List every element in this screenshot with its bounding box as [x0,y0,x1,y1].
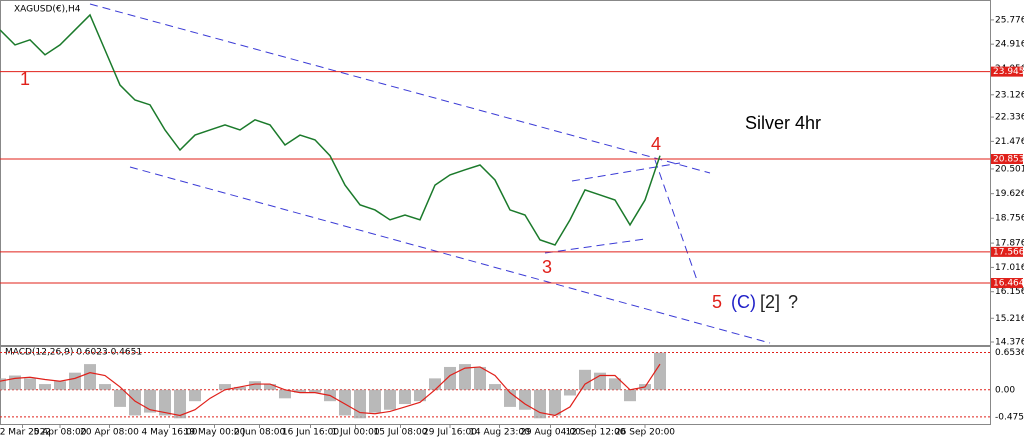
macd-bar [369,389,381,413]
level-label: 23.945 [993,67,1024,77]
level-label: 20.853 [993,154,1024,164]
macd-bar [564,389,576,396]
y-tick-label: 25.776 [995,15,1024,25]
y-tick-label: 24.916 [995,40,1024,50]
macd-tick-label: 0.00 [995,385,1015,395]
macd-bar [24,378,36,390]
macd-bar [174,389,186,419]
macd-bar [624,389,636,402]
x-tick-label: 16 Jun 16:00 [282,428,339,438]
level-tag [991,66,1023,77]
y-tick-label: 18.756 [995,214,1024,224]
level-tag [991,153,1023,164]
macd-bar [534,389,546,419]
macd-bar [114,389,126,407]
macd-bar [519,389,531,410]
y-tick-label: 16.156 [995,287,1024,297]
level-label: 16.464 [993,279,1024,289]
wave-label: 4 [651,134,661,154]
macd-bar [0,378,6,390]
y-tick-label: 22.336 [995,113,1024,123]
x-tick-label: 20 Apr 08:00 [80,428,139,438]
macd-bar [279,389,291,399]
y-tick-label: 17.016 [995,263,1024,273]
y-tick-label: 21.476 [995,137,1024,147]
macd-bar [399,389,411,405]
macd-bar [99,384,111,390]
level-tag [991,278,1023,289]
wave-label: 5 [712,292,722,312]
x-tick-label: 22 Mar 2022 [0,428,51,438]
symbol: XAGUSD(€),H4 [14,5,81,15]
macd-bar [84,364,96,390]
macd-bar [429,378,441,390]
y-tick-label: 23.126 [995,90,1024,100]
y-tick-label: 15.216 [995,314,1024,324]
macd-bar [414,389,426,402]
x-tick-label: 12 Sep 12:00 [565,428,625,438]
x-tick-label: 29 Jul 16:00 [423,428,477,438]
x-tick-label: 19 May 00:00 [184,428,246,438]
macd-bar [69,372,81,390]
macd-bar [294,389,306,393]
price-panel [0,0,991,346]
macd-bar [609,378,621,390]
x-tick-label: 2 Jun 08:00 [234,428,286,438]
level-label: 17.566 [993,247,1024,257]
y-tick-label: 14.376 [995,338,1024,348]
macd-tick-label: -0.475 [995,412,1024,422]
macd-bar [264,384,276,390]
macd-bar [459,364,471,390]
macd-bar [489,384,501,390]
wave-label: 1 [20,69,30,89]
y-tick-label: 20.501 [995,164,1024,174]
macd-bar [474,366,486,390]
macd-bar [309,389,321,393]
wave-label: [2] [760,292,780,312]
macd-bar [249,381,261,390]
macd-tick-label: 0.6536 [995,348,1024,358]
macd-bar [549,389,561,416]
x-tick-label: 26 Sep 20:00 [615,428,675,438]
x-tick-label: 1 Jul 00:00 [331,428,380,438]
channel [89,3,771,344]
macd-bar [234,386,246,390]
wave-label: 3 [542,257,552,277]
macd-bar [384,389,396,410]
y-tick-label: 17.876 [995,239,1024,249]
macd-bar [654,352,666,390]
macd-bar [159,389,171,416]
macd-bar [189,389,201,402]
x-tick-label: 15 Jul 08:00 [374,428,428,438]
y-tick-label: 19.626 [995,189,1024,199]
x-tick-label: 4 May 16:00 [142,428,198,438]
macd-bar [39,384,51,390]
macd-bar [579,369,591,390]
x-tick-label: 29 Aug 04:00 [520,428,581,438]
macd-bar [339,389,351,416]
macd-bar [444,366,456,390]
macd-bar [144,389,156,413]
level-tag [991,246,1023,257]
macd-bar [354,389,366,419]
wave-label: (C) [731,292,756,312]
x-tick-label: 5 Apr 08:00 [34,428,87,438]
macd-bar [54,381,66,390]
wave-label: ? [788,292,798,312]
signal-line [0,363,661,417]
x-tick-label: 14 Aug 23:00 [469,428,530,438]
macd-bar [129,389,141,416]
chart-title: Silver 4hr [745,113,821,133]
macd-bar [504,389,516,407]
macd-bar [219,384,231,390]
price-line [0,13,661,246]
